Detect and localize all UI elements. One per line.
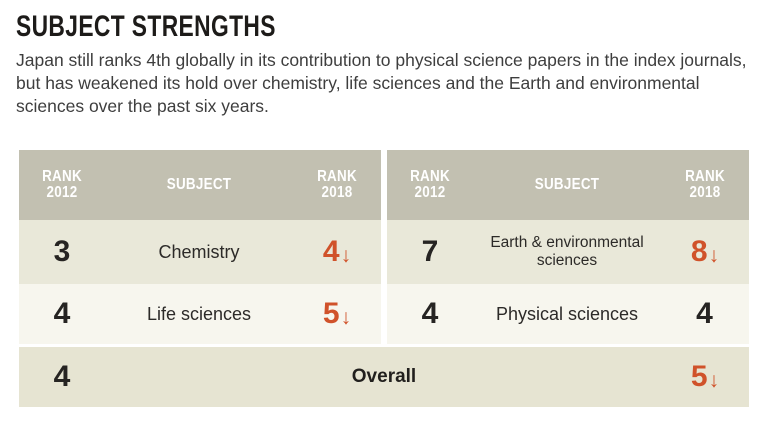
rank-2018-value: 8↓ [690, 235, 720, 268]
table-header-right: RANK 2012 SUBJECT RANK 2018 [387, 150, 749, 220]
overall-rank-2018-value: 5↓ [690, 360, 720, 393]
table-left-half: RANK 2012 SUBJECT RANK 2018 3 Chemistry … [19, 150, 381, 344]
column-header-rank-2018: RANK 2018 [685, 167, 725, 201]
down-arrow-icon: ↓ [340, 306, 352, 329]
rank-2018-value: 4 [696, 297, 713, 330]
down-arrow-icon: ↓ [340, 244, 352, 267]
rank-table: RANK 2012 SUBJECT RANK 2018 3 Chemistry … [19, 150, 749, 407]
rank-2018-value: 4↓ [322, 235, 352, 268]
subject-label: Life sciences [146, 303, 252, 324]
table-row: 4 Life sciences 5↓ [19, 284, 381, 344]
table-row: 7 Earth & environmental sciences 8↓ [387, 220, 749, 284]
figure: SUBJECT STRENGTHS Japan still ranks 4th … [0, 12, 767, 407]
rank-2012-value: 7 [421, 235, 439, 268]
table-halves: RANK 2012 SUBJECT RANK 2018 3 Chemistry … [19, 150, 749, 344]
table-right-half: RANK 2012 SUBJECT RANK 2018 7 Earth & en… [387, 150, 749, 344]
down-arrow-icon: ↓ [708, 369, 720, 392]
figure-description: Japan still ranks 4th globally in its co… [16, 50, 747, 116]
rank-2012-value: 3 [53, 235, 71, 268]
down-arrow-icon: ↓ [708, 244, 720, 267]
column-header-rank-2018: RANK 2018 [317, 167, 357, 201]
overall-rank-2012-value: 4 [53, 360, 71, 393]
page-title: SUBJECT STRENGTHS [16, 10, 276, 43]
rank-2012-value: 4 [421, 297, 439, 330]
subject-label: Earth & environmental sciences [490, 234, 644, 269]
rank-2018-value: 5↓ [322, 297, 352, 330]
column-header-subject: SUBJECT [534, 175, 600, 193]
column-header-subject: SUBJECT [166, 175, 232, 193]
column-header-rank-2012: RANK 2012 [42, 167, 82, 201]
rank-2012-value: 4 [53, 297, 71, 330]
subject-label: Chemistry [158, 241, 240, 262]
table-header-left: RANK 2012 SUBJECT RANK 2018 [19, 150, 381, 220]
column-header-rank-2012: RANK 2012 [410, 167, 450, 201]
subject-label: Physical sciences [495, 303, 639, 324]
overall-label: Overall [351, 366, 417, 387]
overall-row: 4 Overall 5↓ [19, 347, 749, 407]
table-row: 3 Chemistry 4↓ [19, 220, 381, 284]
table-row: 4 Physical sciences 4 [387, 284, 749, 344]
